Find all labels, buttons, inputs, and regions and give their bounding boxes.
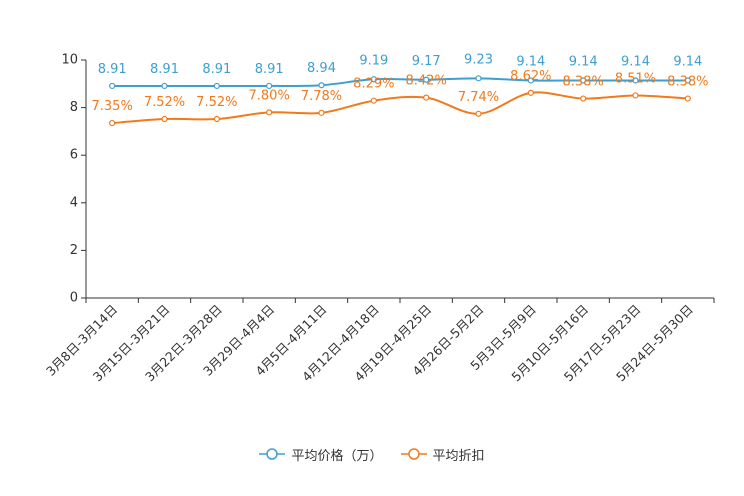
- data-point[interactable]: [632, 92, 639, 99]
- data-point[interactable]: [266, 109, 273, 116]
- data-label: 9.14: [516, 54, 545, 69]
- legend-swatch-icon: [259, 448, 286, 460]
- data-label: 8.38%: [563, 75, 604, 90]
- data-label: 7.52%: [196, 95, 237, 110]
- data-label: 8.42%: [406, 74, 447, 89]
- data-point[interactable]: [109, 82, 116, 90]
- legend-swatch-icon: [400, 448, 427, 460]
- data-point[interactable]: [580, 77, 587, 84]
- data-point[interactable]: [370, 97, 377, 104]
- data-label: 7.80%: [249, 88, 290, 103]
- data-point[interactable]: [161, 82, 168, 90]
- data-label: 7.35%: [92, 99, 133, 114]
- series-1: [109, 89, 691, 127]
- data-point[interactable]: [475, 110, 482, 117]
- data-point[interactable]: [161, 115, 168, 123]
- data-point[interactable]: [318, 82, 325, 89]
- data-point[interactable]: [213, 82, 220, 90]
- data-point[interactable]: [423, 76, 430, 83]
- y-tick-label: 4: [70, 195, 78, 210]
- line-chart: 0 2 4 6 8 10 3月8日-3月14日3月15日-3月21日3月22日-3月28日…: [43, 52, 715, 384]
- series-0: [109, 75, 691, 90]
- y-tick-label: 0: [70, 291, 78, 306]
- y-tick-label: 10: [61, 53, 78, 68]
- data-label: 8.62%: [510, 69, 551, 84]
- data-label: 8.91: [150, 62, 179, 77]
- data-label: 9.19: [359, 53, 388, 68]
- legend-item-1[interactable]: 平均折扣: [400, 445, 485, 464]
- data-label: 8.91: [202, 62, 231, 77]
- data-label: 9.14: [673, 54, 702, 69]
- data-label: 8.91: [98, 62, 127, 77]
- legend-item-0[interactable]: 平均价格（万）: [259, 445, 383, 464]
- x-axis: 3月8日-3月14日3月15日-3月21日3月22日-3月28日3月29日-4月…: [43, 297, 715, 384]
- data-label: 9.23: [464, 52, 493, 67]
- legend: 平均价格（万） 平均折扣: [0, 442, 744, 466]
- data-label-layer: 8.91 8.91 8.91 8.91 8.94 9.19 9.17 9.23 9.14 9.14…: [92, 52, 709, 114]
- data-label: 8.91: [255, 62, 284, 77]
- data-point[interactable]: [684, 95, 691, 102]
- data-label: 7.74%: [458, 90, 499, 105]
- series-line: [112, 77, 688, 87]
- data-point[interactable]: [684, 77, 691, 84]
- data-label: 8.51%: [615, 71, 656, 86]
- data-point[interactable]: [266, 82, 273, 90]
- data-point[interactable]: [423, 94, 430, 101]
- data-point[interactable]: [475, 75, 482, 82]
- data-point[interactable]: [109, 119, 116, 127]
- y-axis: 0 2 4 6 8 10: [61, 53, 87, 306]
- data-point[interactable]: [318, 109, 325, 116]
- series-layer: [109, 75, 691, 127]
- data-point[interactable]: [580, 95, 587, 102]
- series-line: [112, 91, 688, 125]
- data-point[interactable]: [213, 115, 220, 123]
- legend-label: 平均价格（万）: [291, 448, 383, 464]
- data-point[interactable]: [370, 76, 377, 83]
- data-label: 8.29%: [353, 77, 394, 92]
- data-label: 7.78%: [301, 89, 342, 104]
- y-tick-label: 8: [70, 100, 78, 115]
- data-label: 8.38%: [667, 75, 708, 90]
- data-label: 7.52%: [144, 95, 185, 110]
- data-point[interactable]: [527, 89, 534, 96]
- data-label: 9.17: [412, 54, 441, 69]
- legend-label: 平均折扣: [432, 448, 485, 464]
- data-label: 9.14: [569, 54, 598, 69]
- data-label: 9.14: [621, 54, 650, 69]
- y-tick-label: 6: [70, 148, 78, 163]
- data-point[interactable]: [632, 77, 639, 84]
- data-label: 8.94: [307, 61, 336, 76]
- data-point[interactable]: [527, 77, 534, 84]
- y-tick-label: 2: [70, 243, 78, 258]
